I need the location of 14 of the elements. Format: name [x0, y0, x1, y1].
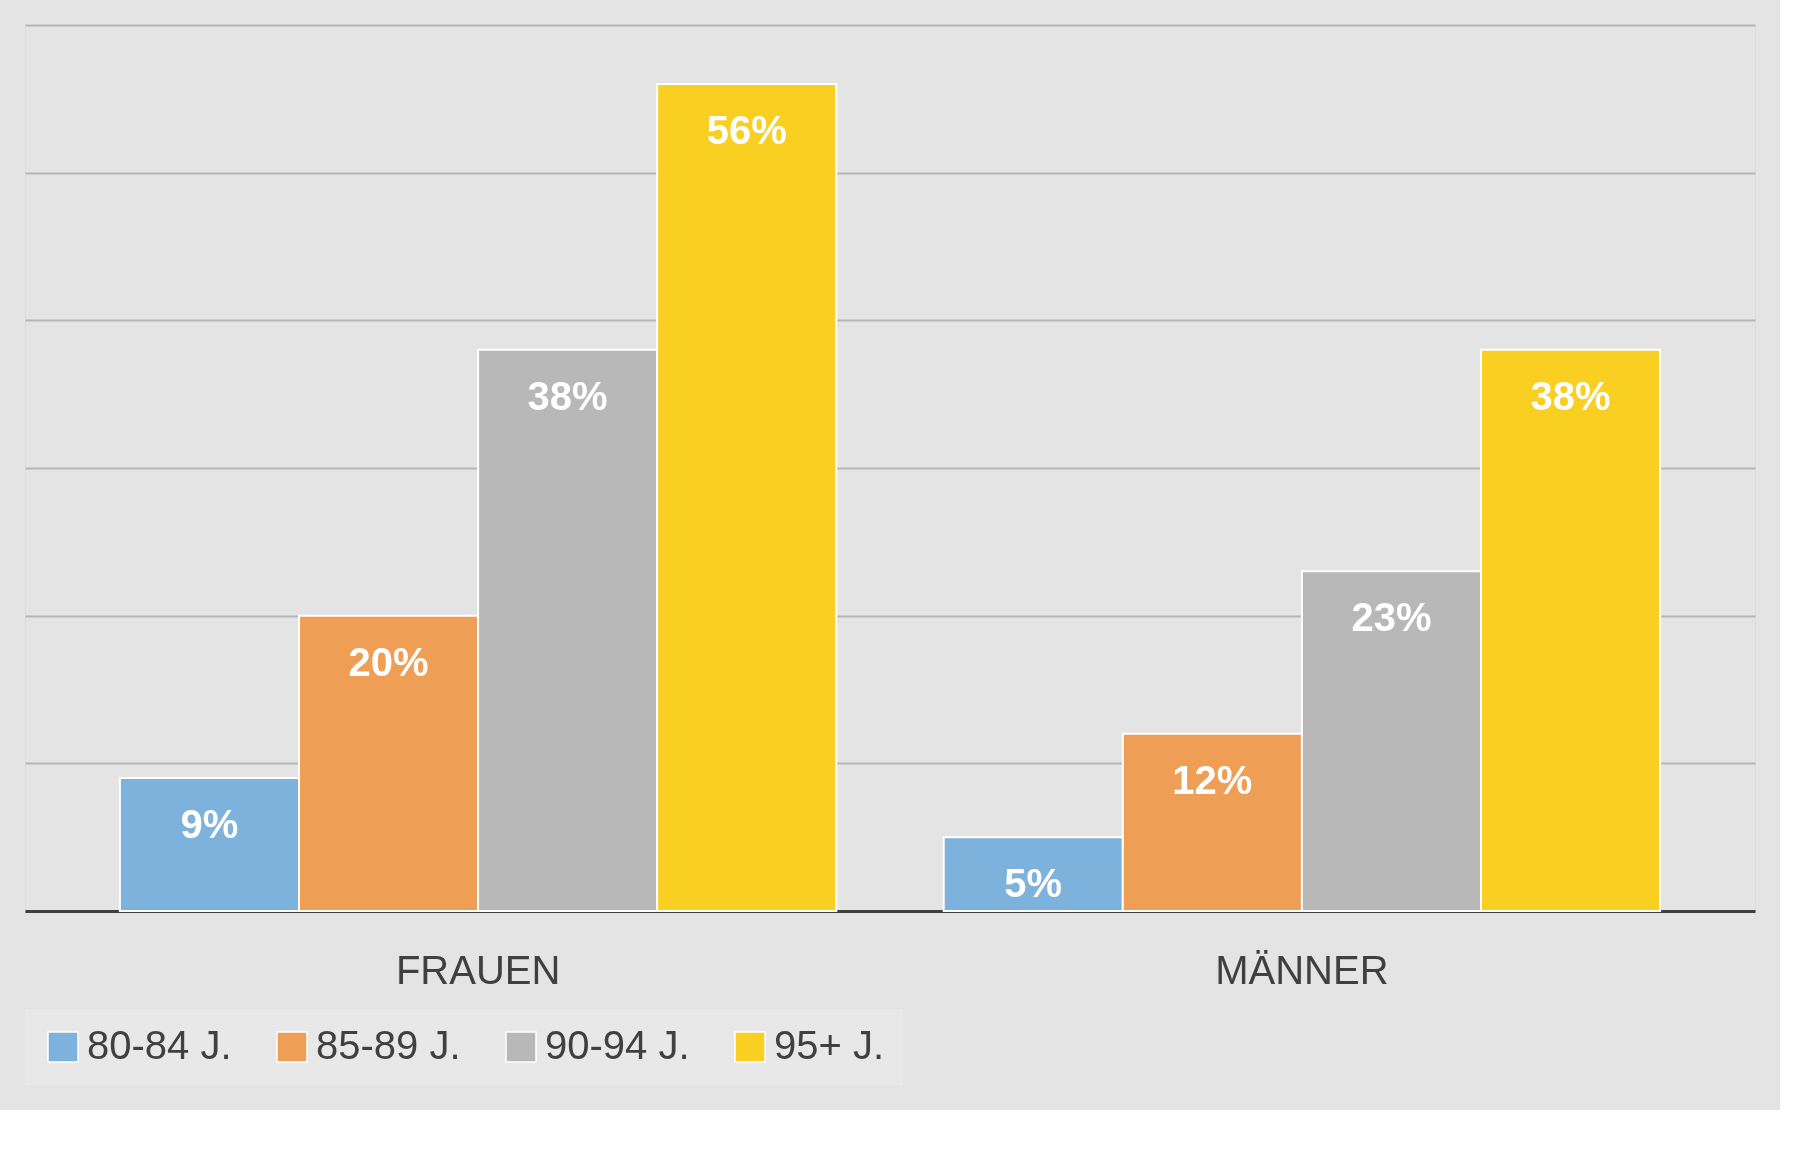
data-label: 20% [348, 639, 429, 684]
legend-label: 95+ J. [774, 1023, 885, 1067]
legend-label: 90-94 J. [545, 1023, 690, 1067]
data-label: 12% [1172, 757, 1253, 802]
data-label: 23% [1351, 595, 1432, 640]
data-label: 5% [1004, 861, 1063, 906]
data-label: 9% [180, 802, 239, 847]
x-tick-label: MÄNNER [1215, 947, 1389, 992]
x-tick-label: FRAUEN [395, 947, 561, 992]
data-label: 38% [1530, 373, 1611, 418]
legend-label: 80-84 J. [87, 1023, 232, 1067]
data-label: 56% [706, 108, 787, 153]
legend-label: 85-89 J. [316, 1023, 461, 1067]
data-label: 38% [527, 373, 608, 418]
